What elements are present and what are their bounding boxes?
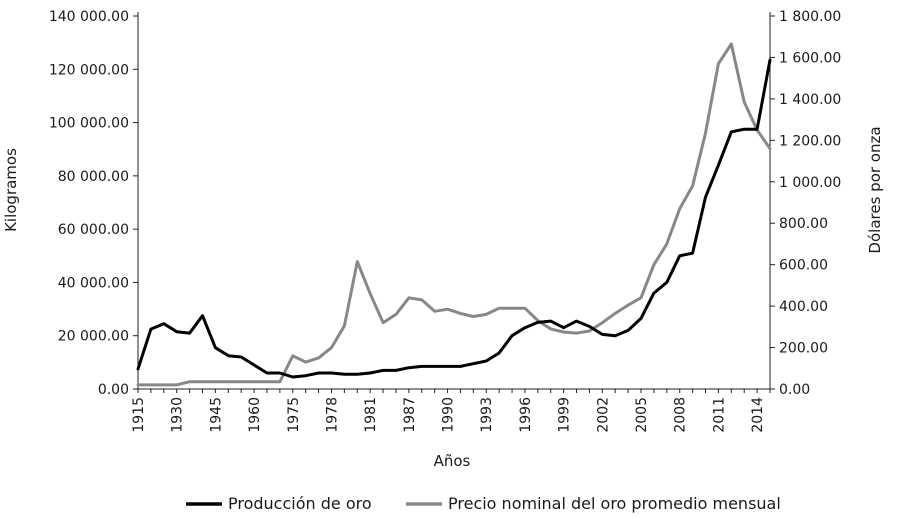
y-left-tick-label: 140 000.00	[49, 9, 129, 25]
y-right-tick-label: 1 600.00	[779, 50, 841, 66]
y-right-tick-label: 1 800.00	[779, 9, 841, 25]
y-right-tick-label: 600.00	[779, 258, 828, 274]
y-left-axis-title: Kilogramos	[2, 148, 20, 232]
y-right-tick-label: 1 400.00	[779, 92, 841, 108]
legend-label-precio: Precio nominal del oro promedio mensual	[448, 494, 781, 513]
series-line-precio	[136, 42, 772, 387]
x-tick-label: 2002	[595, 397, 611, 433]
series-lines	[136, 42, 772, 387]
y-left-tick-label: 20 000.00	[58, 329, 129, 345]
x-tick-label: 1975	[286, 397, 302, 433]
y-right-tick-labels: 0.00 200.00 400.00 600.00 800.00 1 000.00 1 20…	[770, 9, 841, 398]
x-tick-label: 1999	[557, 397, 573, 433]
y-right-axis-title: Dólares por onza	[866, 126, 884, 253]
y-right-tick-label: 1 200.00	[779, 133, 841, 149]
y-left-tick-label: 0.00	[98, 382, 129, 398]
x-tick-label: 1987	[402, 397, 418, 433]
y-left-tick-label: 60 000.00	[58, 222, 129, 238]
x-tick-labels: 1915 1930 1945 1960 1975 1978 1981 1987 1990 1993…	[131, 389, 771, 433]
y-left-tick-label: 100 000.00	[49, 116, 129, 132]
y-right-tick-label: 400.00	[779, 299, 828, 315]
y-left-tick-labels: 0.00 20 000.00 40 000.00 60 000.00 80 000.00…	[49, 9, 138, 398]
y-right-tick-label: 0.00	[779, 382, 810, 398]
y-right-tick-label: 800.00	[779, 216, 828, 232]
x-tick-label: 2005	[634, 397, 650, 433]
x-tick-label: 2014	[750, 397, 766, 433]
x-tick-label: 1960	[247, 397, 263, 433]
x-tick-label: 1930	[170, 397, 186, 433]
x-axis-title: Años	[434, 452, 471, 470]
series-line-produccion	[136, 58, 772, 379]
x-tick-label: 2008	[673, 397, 689, 433]
y-left-tick-label: 120 000.00	[49, 62, 129, 78]
x-tick-label: 1978	[324, 397, 340, 433]
x-tick-label: 2011	[711, 397, 727, 433]
y-right-tick-label: 200.00	[779, 341, 828, 357]
legend: Producción de oro Precio nominal del oro…	[186, 494, 781, 513]
legend-label-produccion: Producción de oro	[228, 494, 372, 513]
x-tick-label: 1990	[441, 397, 457, 433]
y-right-tick-label: 1 000.00	[779, 175, 841, 191]
axes	[137, 12, 771, 390]
x-tick-label: 1915	[131, 397, 147, 433]
x-tick-label: 1981	[363, 397, 379, 433]
x-tick-label: 1945	[208, 397, 224, 433]
y-left-tick-label: 80 000.00	[58, 169, 129, 185]
x-tick-label: 1996	[518, 397, 534, 433]
y-left-tick-label: 40 000.00	[58, 275, 129, 291]
x-tick-label: 1993	[479, 397, 495, 433]
